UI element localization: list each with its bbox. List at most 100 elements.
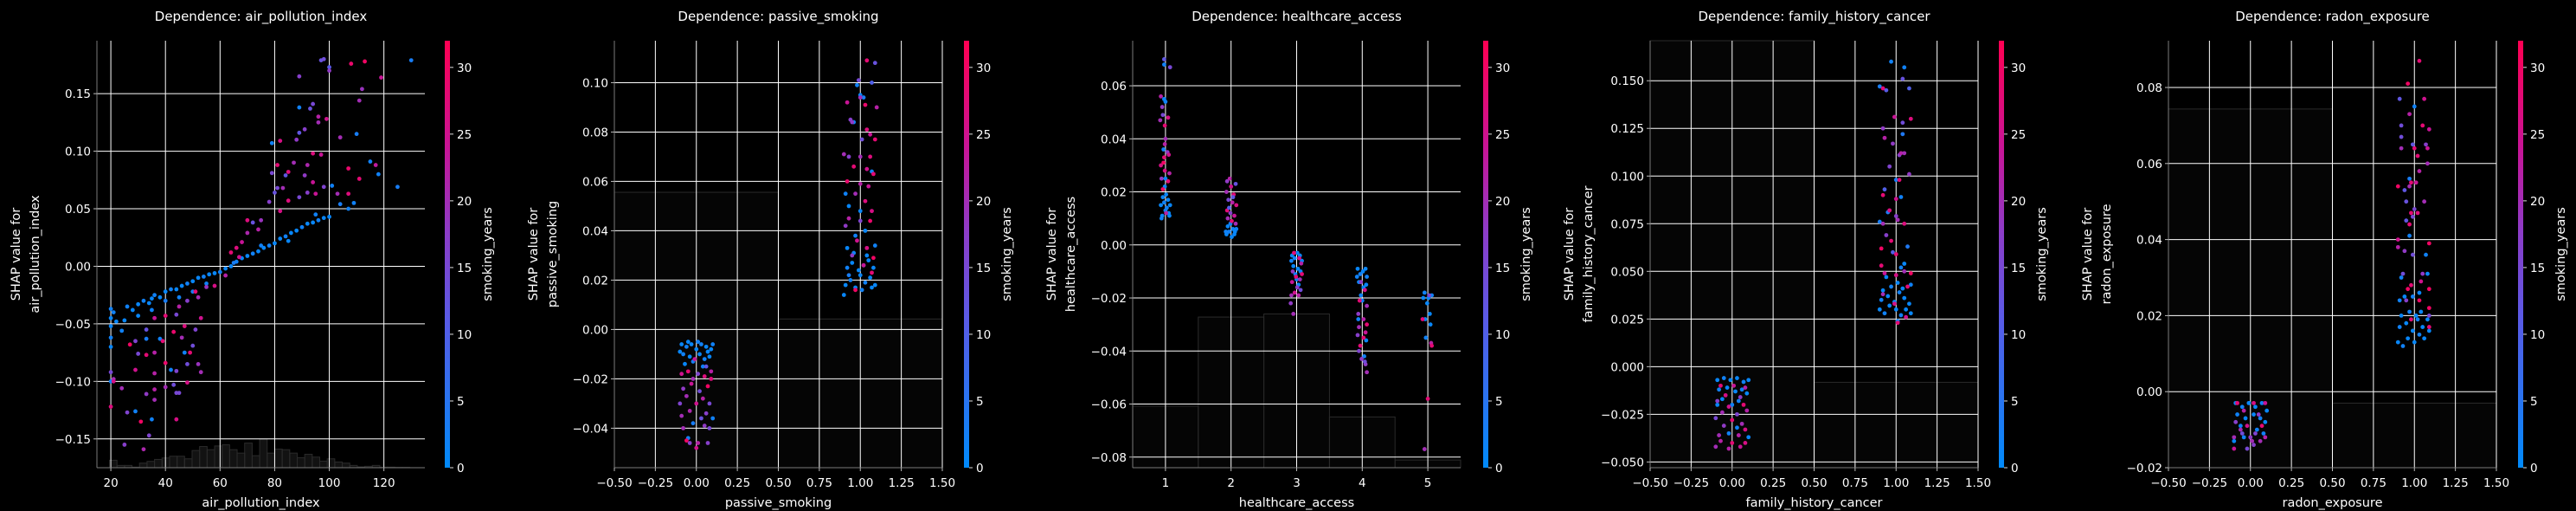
data-point [273, 191, 277, 195]
x-tick-label: −0.25 [2192, 476, 2227, 490]
colorbar-tick-label: 0 [976, 462, 984, 475]
data-point [1736, 398, 1741, 404]
data-point [1713, 416, 1718, 421]
data-point [1907, 86, 1911, 91]
data-point [2417, 332, 2422, 337]
x-axis-label: air_pollution_index [202, 496, 320, 510]
data-point [856, 268, 861, 273]
data-point [1715, 402, 1720, 407]
data-point [237, 255, 241, 260]
colorbar-tick-label: 20 [457, 195, 472, 209]
data-point [278, 139, 283, 144]
data-point [373, 163, 378, 167]
y-tick-label: 0.10 [65, 146, 91, 159]
data-point [846, 273, 851, 278]
data-point [114, 319, 119, 324]
y-tick-label: 0.08 [2136, 81, 2162, 95]
data-point [1900, 286, 1905, 291]
colorbar-tick-label: 10 [1495, 328, 1510, 342]
data-point [133, 409, 138, 414]
data-point [683, 361, 687, 366]
x-axis-label: family_history_cancer [1745, 496, 1882, 510]
data-point [1361, 317, 1366, 321]
data-point [292, 160, 296, 165]
x-tick-label: 0.25 [2278, 476, 2304, 490]
data-point [1746, 435, 1751, 440]
data-point [868, 275, 873, 280]
data-point [122, 318, 127, 323]
data-point [681, 426, 685, 430]
chart-title: Dependence: passive_smoking [678, 9, 878, 25]
x-tick-label: 0.00 [2238, 476, 2264, 490]
data-point [2426, 287, 2431, 292]
data-point [212, 271, 217, 275]
data-point [163, 314, 168, 318]
colorbar-tick-label: 10 [2530, 328, 2545, 342]
data-point [368, 159, 373, 164]
data-point [2252, 412, 2256, 417]
data-point [330, 184, 335, 188]
data-point [1902, 268, 1907, 274]
data-point [1166, 152, 1172, 158]
data-point [150, 417, 154, 422]
data-point [119, 385, 125, 391]
x-tick-label: −0.50 [1632, 476, 1667, 490]
data-point [1880, 288, 1885, 293]
data-point [288, 230, 293, 236]
x-tick-label: 1 [1162, 476, 1170, 490]
histogram-bar [214, 445, 223, 469]
data-point [709, 377, 714, 381]
data-point [858, 273, 863, 278]
data-point [1880, 221, 1885, 226]
data-point [163, 289, 168, 294]
dependence-plot-radon-exposure: −0.50 −0.25 0.00 0.25 0.50 0.75 1.00 1.25 1.50 −0… [2081, 9, 2568, 510]
data-point [1159, 203, 1163, 208]
colorbar-tick-label: 20 [976, 195, 991, 209]
data-point [863, 102, 868, 107]
data-point [684, 438, 689, 443]
data-point [697, 389, 702, 394]
data-point [2246, 400, 2252, 405]
data-point [868, 132, 873, 137]
data-point [1892, 301, 1897, 307]
data-point [2402, 294, 2407, 299]
data-point [2241, 435, 2246, 440]
data-point [321, 216, 326, 221]
y-tick-label: 0.02 [1101, 186, 1127, 200]
data-point [1726, 430, 1731, 436]
y-tick-label: 0.06 [2136, 158, 2162, 171]
data-point [1358, 272, 1363, 276]
data-point [1908, 271, 1913, 275]
x-tick-label: 2 [1227, 476, 1235, 490]
data-point [2400, 344, 2406, 348]
data-point [1880, 126, 1885, 131]
data-point [2406, 81, 2411, 87]
data-point [150, 307, 154, 313]
data-point [2254, 427, 2259, 432]
data-point [130, 307, 135, 313]
data-point [696, 441, 701, 445]
data-point [286, 170, 291, 174]
colorbar-tick-label: 5 [2530, 395, 2538, 409]
data-point [311, 220, 316, 225]
data-point [278, 236, 283, 241]
data-point [2412, 207, 2417, 211]
data-point [1733, 389, 1738, 394]
data-point [1229, 184, 1234, 189]
data-point [2252, 443, 2256, 448]
data-point [872, 61, 877, 66]
data-point [1904, 314, 1909, 320]
data-point [1735, 411, 1739, 417]
data-point [850, 120, 855, 125]
data-point [1877, 84, 1882, 89]
data-point [2412, 146, 2417, 151]
data-point [163, 360, 168, 365]
data-point [2399, 313, 2404, 318]
data-point [2238, 424, 2243, 429]
data-point [133, 339, 138, 344]
data-point [1715, 398, 1720, 404]
data-point [1900, 120, 1905, 126]
data-point [250, 220, 255, 225]
data-point [1166, 178, 1171, 184]
colorbar-tick-label: 15 [2530, 262, 2545, 275]
